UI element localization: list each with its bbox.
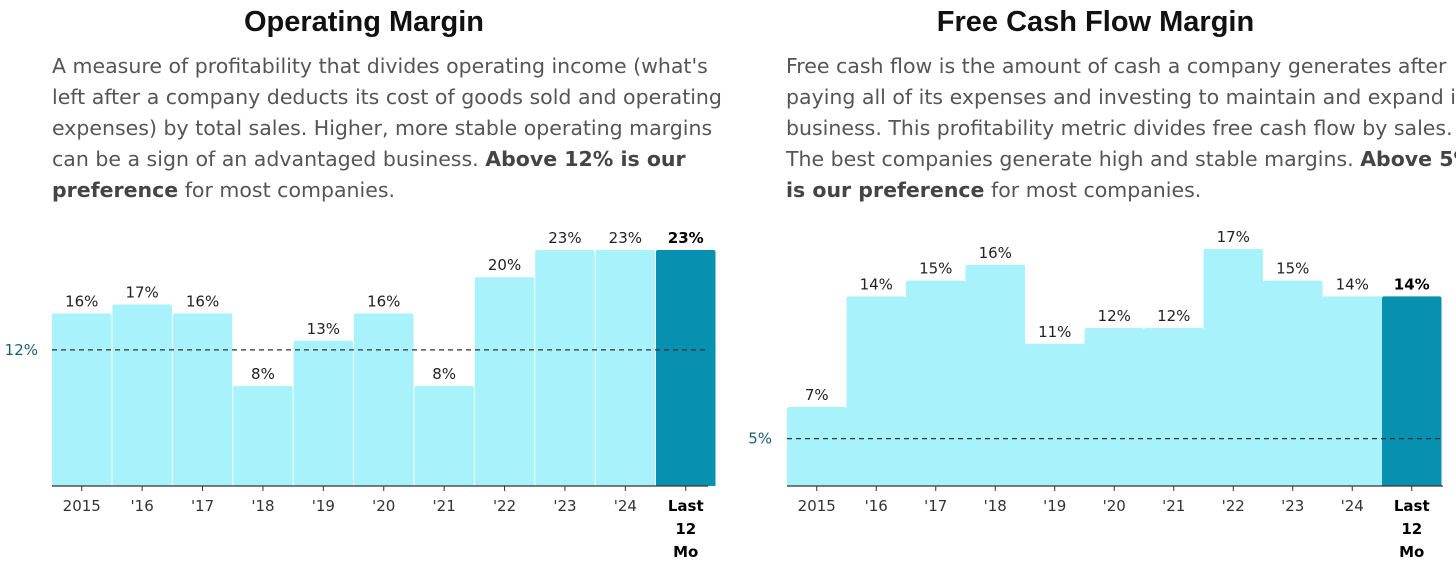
bar bbox=[656, 250, 716, 486]
x-tick-label: '19 bbox=[1043, 497, 1066, 515]
x-tick-label: Last 12 Mo bbox=[668, 497, 704, 561]
x-tick-label: '22 bbox=[493, 497, 516, 515]
x-tick-label: '17 bbox=[191, 497, 214, 515]
x-tick-label: '24 bbox=[1341, 497, 1364, 515]
bar bbox=[233, 386, 293, 486]
data-label: 17% bbox=[125, 283, 158, 301]
bar bbox=[535, 250, 595, 486]
x-tick-label: '20 bbox=[1103, 497, 1126, 515]
data-label: 12% bbox=[1098, 307, 1131, 325]
x-tick-label: '16 bbox=[131, 497, 154, 515]
description-tail: for most companies. bbox=[991, 178, 1202, 202]
data-label: 20% bbox=[488, 256, 521, 274]
data-label: 16% bbox=[367, 293, 400, 311]
bar bbox=[965, 264, 1025, 486]
data-label: 13% bbox=[307, 320, 340, 338]
x-tick-label: 2015 bbox=[798, 497, 836, 515]
chart-description: Free cash flow is the amount of cash a c… bbox=[786, 51, 1456, 206]
bar bbox=[1025, 343, 1085, 486]
data-label: 14% bbox=[1394, 275, 1430, 293]
bar bbox=[293, 340, 354, 486]
data-label: 16% bbox=[65, 293, 98, 311]
data-label: 14% bbox=[1336, 275, 1369, 293]
x-tick-label: '21 bbox=[1162, 497, 1185, 515]
x-tick-label: '24 bbox=[614, 497, 637, 515]
x-tick-label: '17 bbox=[924, 497, 947, 515]
bar bbox=[52, 313, 112, 486]
data-label: 8% bbox=[432, 365, 456, 383]
bar bbox=[1144, 328, 1204, 486]
bar bbox=[787, 407, 847, 486]
x-tick-label: '22 bbox=[1222, 497, 1245, 515]
x-tick-label: Last 12 Mo bbox=[1394, 497, 1430, 561]
description-tail: for most companies. bbox=[184, 178, 396, 202]
x-tick-label: '23 bbox=[553, 497, 576, 515]
data-label: 23% bbox=[609, 229, 642, 247]
bar bbox=[846, 296, 906, 486]
bar bbox=[354, 313, 414, 486]
bar bbox=[1382, 296, 1442, 486]
bar bbox=[1203, 249, 1263, 486]
bar bbox=[172, 313, 233, 486]
reference-line-label: 5% bbox=[748, 430, 772, 448]
bar bbox=[414, 386, 474, 486]
x-tick-label: '23 bbox=[1281, 497, 1304, 515]
x-tick-label: 2015 bbox=[63, 497, 101, 515]
description-emphasis: Above 12% is our preference bbox=[52, 147, 686, 202]
x-tick-label: '18 bbox=[984, 497, 1007, 515]
data-label: 23% bbox=[548, 229, 581, 247]
bar bbox=[1322, 296, 1382, 486]
operating-margin-panel: Operating Margin A measure of profitabil… bbox=[5, 6, 722, 561]
x-tick-label: '20 bbox=[372, 497, 395, 515]
data-label: 15% bbox=[1276, 260, 1309, 278]
data-label: 17% bbox=[1217, 228, 1250, 246]
operating-margin-chart: 16% 2015 17% '16 16% '17 8% '18 13% '19 16% '20 8% '2… bbox=[5, 229, 716, 561]
x-tick-label: '16 bbox=[865, 497, 888, 515]
data-label: 16% bbox=[979, 244, 1012, 262]
chart-description: A measure of profitability that divides … bbox=[52, 51, 742, 206]
bar bbox=[595, 250, 656, 486]
reference-line-label: 12% bbox=[5, 341, 38, 359]
bar bbox=[112, 304, 172, 486]
data-label: 15% bbox=[919, 260, 952, 278]
chart-title: Free Cash Flow Margin bbox=[936, 6, 1255, 38]
bar bbox=[474, 277, 535, 486]
chart-title: Operating Margin bbox=[243, 6, 485, 38]
data-label: 23% bbox=[668, 229, 704, 247]
x-tick-label: '19 bbox=[312, 497, 335, 515]
data-label: 14% bbox=[860, 275, 893, 293]
description-text: A measure of profitability that divides … bbox=[52, 54, 722, 171]
free-cash-flow-margin-panel: Free Cash Flow Margin Free cash flow is … bbox=[735, 0, 1456, 571]
description-emphasis: Above 5% is our preference bbox=[786, 147, 1456, 202]
data-label: 7% bbox=[805, 386, 829, 404]
description-text: Free cash flow is the amount of cash a c… bbox=[786, 54, 1456, 171]
bar bbox=[906, 280, 966, 486]
x-tick-label: '18 bbox=[251, 497, 274, 515]
data-label: 12% bbox=[1157, 307, 1190, 325]
data-label: 11% bbox=[1038, 323, 1071, 341]
x-tick-label: '21 bbox=[433, 497, 456, 515]
bar bbox=[1263, 280, 1323, 486]
bar bbox=[1084, 328, 1144, 486]
free-cash-flow-margin-chart: 7% 2015 14% '16 15% '17 16% '18 11% '19 12% '20 12% '… bbox=[748, 228, 1443, 561]
data-label: 8% bbox=[251, 365, 275, 383]
data-label: 16% bbox=[186, 293, 219, 311]
